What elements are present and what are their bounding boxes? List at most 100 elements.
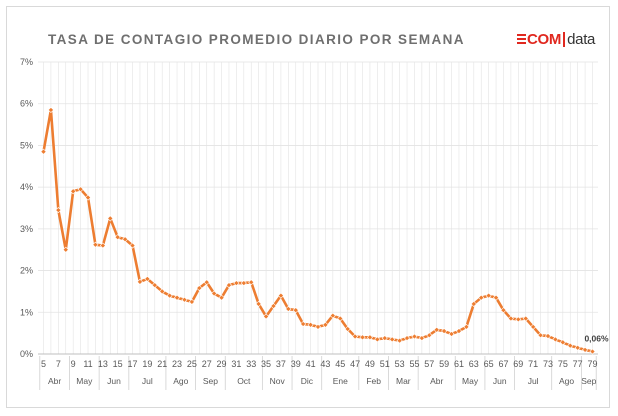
x-tick-label: 77 (573, 359, 583, 369)
data-point (211, 290, 218, 297)
month-label: Jun (493, 376, 507, 386)
x-tick-label: 35 (261, 359, 271, 369)
month-label: Oct (237, 376, 251, 386)
data-point (537, 332, 544, 339)
data-point (277, 292, 284, 299)
axes (38, 353, 598, 390)
month-label: Mar (396, 376, 411, 386)
data-point (307, 321, 314, 328)
data-point (270, 303, 277, 310)
x-tick-label: 63 (469, 359, 479, 369)
x-tick-label: 79 (587, 359, 597, 369)
data-point (225, 282, 232, 289)
data-point (455, 328, 462, 335)
data-point (248, 279, 255, 286)
logo-equals-icon (517, 33, 526, 45)
data-point (493, 294, 500, 301)
x-tick-label: 61 (454, 359, 464, 369)
data-point (500, 307, 507, 314)
data-point (582, 346, 589, 353)
x-tick-label: 71 (528, 359, 538, 369)
month-label: May (462, 376, 479, 386)
x-tick-label: 43 (320, 359, 330, 369)
y-tick-label: 7% (20, 57, 33, 67)
month-label: Ago (173, 376, 188, 386)
month-label: Nov (270, 376, 286, 386)
data-point (84, 194, 92, 201)
data-point (337, 315, 344, 322)
data-point (314, 323, 322, 330)
data-point (218, 294, 225, 301)
data-point (70, 188, 77, 195)
x-tick-label: 21 (157, 359, 167, 369)
x-tick-label: 59 (439, 359, 449, 369)
data-point (426, 332, 433, 339)
data-point (144, 275, 151, 282)
data-point (470, 300, 477, 307)
data-point (159, 288, 166, 295)
x-tick-label: 55 (409, 359, 419, 369)
data-point (352, 333, 359, 340)
chart-title: TASA DE CONTAGIO PROMEDIO DIARIO POR SEM… (48, 32, 465, 47)
data-point (530, 323, 537, 330)
x-tick-label: 15 (113, 359, 123, 369)
month-label: Feb (366, 376, 381, 386)
data-point (396, 337, 403, 344)
x-tick-label: 65 (484, 359, 494, 369)
x-tick-label: 47 (350, 359, 360, 369)
data-point (136, 278, 143, 285)
data-point (174, 294, 181, 301)
brand-logo: COM data (517, 29, 595, 49)
month-label: Jun (107, 376, 121, 386)
data-point (374, 336, 381, 343)
data-point (404, 335, 411, 342)
x-tick-label: 69 (513, 359, 523, 369)
x-tick-label: 19 (142, 359, 152, 369)
month-label: Abr (430, 376, 443, 386)
month-label: Jul (142, 376, 153, 386)
data-point (329, 312, 336, 319)
data-point (151, 282, 158, 289)
data-point (300, 320, 307, 327)
data-point (233, 280, 240, 287)
x-tick-label: 13 (98, 359, 108, 369)
y-tick-label: 5% (20, 140, 33, 150)
x-tick-label: 25 (187, 359, 197, 369)
data-point (285, 305, 292, 312)
data-point (99, 242, 106, 249)
data-point (441, 328, 448, 335)
data-point (77, 186, 84, 193)
data-point (515, 316, 522, 323)
y-tick-label: 0% (20, 349, 33, 359)
data-point (381, 335, 388, 342)
month-label: Sep (203, 376, 218, 386)
data-point (203, 279, 210, 286)
data-label: 0,06% (584, 333, 609, 343)
data-point (544, 333, 552, 340)
data-point (359, 334, 366, 341)
data-point (255, 300, 262, 307)
data-point (47, 106, 54, 113)
x-tick-label: 57 (424, 359, 434, 369)
data-point (485, 292, 492, 299)
month-label: Dic (301, 376, 314, 386)
logo-separator (563, 31, 566, 47)
data-point (114, 234, 121, 241)
data-point (559, 339, 566, 346)
data-point (166, 292, 173, 299)
x-tick-label: 5 (41, 359, 46, 369)
x-tick-label: 23 (172, 359, 182, 369)
x-tick-label: 17 (128, 359, 138, 369)
data-point (263, 313, 270, 320)
month-label: Ene (333, 376, 348, 386)
x-tick-label: 49 (365, 359, 375, 369)
x-tick-label: 11 (83, 359, 92, 369)
data-point (55, 207, 62, 214)
x-tick-label: 41 (306, 359, 316, 369)
y-tick-label: 6% (20, 99, 33, 109)
logo-text-com: COM (527, 30, 562, 48)
y-tick-label: 1% (20, 307, 33, 317)
month-label: Ago (559, 376, 574, 386)
x-tick-label: 27 (202, 359, 212, 369)
month-label: Abr (48, 376, 61, 386)
